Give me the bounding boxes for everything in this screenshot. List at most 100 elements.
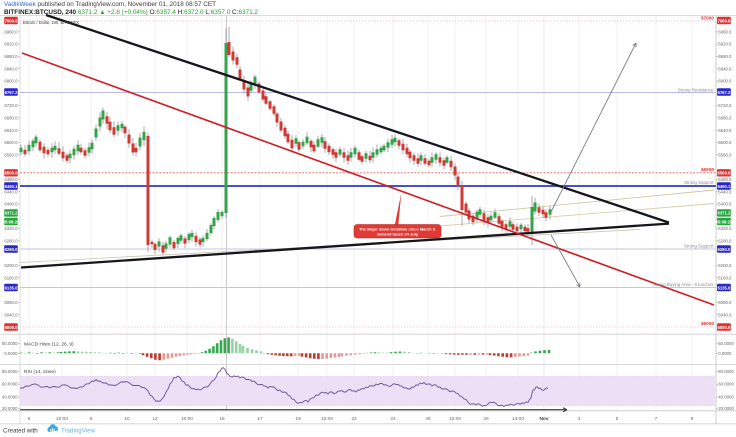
svg-text:9: 9 <box>691 416 694 422</box>
svg-text:6480.0: 6480.0 <box>4 177 18 182</box>
svg-text:6000.0: 6000.0 <box>717 325 730 330</box>
svg-text:6800.0: 6800.0 <box>718 79 732 84</box>
svg-text:6920.0: 6920.0 <box>4 42 18 47</box>
svg-text:17: 17 <box>257 416 263 422</box>
svg-text:10:00: 10:00 <box>449 416 461 422</box>
svg-text:Strong Resistance: Strong Resistance <box>678 87 714 92</box>
svg-text:6400.0: 6400.0 <box>718 202 732 207</box>
svg-text:19: 19 <box>295 416 301 422</box>
svg-text:05:08:28: 05:08:28 <box>716 219 733 224</box>
svg-text:TradingView: TradingView <box>61 427 96 434</box>
svg-text:10:00: 10:00 <box>321 416 333 422</box>
svg-text:6320.0: 6320.0 <box>4 226 18 231</box>
svg-text:3: 3 <box>578 416 581 422</box>
svg-text:6320.0: 6320.0 <box>718 226 732 231</box>
svg-text:6560.0: 6560.0 <box>4 152 18 157</box>
svg-text:6371.2: 6371.2 <box>5 211 18 216</box>
svg-text:6840.0: 6840.0 <box>4 66 18 71</box>
svg-text:6371.2: 6371.2 <box>717 211 730 216</box>
svg-text:Bitcoin / Dollar, 240, BITFINE: Bitcoin / Dollar, 240, BITFINEX <box>23 20 79 25</box>
svg-text:6680.0: 6680.0 <box>718 116 732 121</box>
svg-text:6840.0: 6840.0 <box>718 66 732 71</box>
svg-text:26: 26 <box>425 416 431 422</box>
svg-text:40.0000: 40.0000 <box>718 395 734 400</box>
svg-text:$6000: $6000 <box>701 321 714 326</box>
svg-text:The Major down trendline since: The Major down trendline since March 9. <box>359 226 436 231</box>
svg-text:6: 6 <box>28 416 31 422</box>
svg-text:6200.0: 6200.0 <box>718 263 732 268</box>
svg-text:6640.0: 6640.0 <box>718 128 732 133</box>
svg-text:20.0000: 20.0000 <box>718 406 734 411</box>
svg-text:6440.0: 6440.0 <box>4 189 18 194</box>
svg-text:6960.0: 6960.0 <box>718 29 732 34</box>
svg-text:6280.0: 6280.0 <box>718 239 732 244</box>
svg-text:6720.0: 6720.0 <box>4 103 18 108</box>
svg-text:14:00: 14:00 <box>512 416 524 422</box>
svg-text:50.0000: 50.0000 <box>2 341 18 346</box>
svg-text:6160.0: 6160.0 <box>4 275 18 280</box>
svg-text:$6500: $6500 <box>701 167 714 172</box>
svg-text:6560.0: 6560.0 <box>718 152 732 157</box>
svg-text:6640.0: 6640.0 <box>4 128 18 133</box>
svg-text:6920.0: 6920.0 <box>718 42 732 47</box>
svg-text:6135.0: 6135.0 <box>717 285 730 290</box>
svg-text:7000.0: 7000.0 <box>5 18 18 23</box>
svg-text:6767.2: 6767.2 <box>717 90 730 95</box>
svg-text:6880.0: 6880.0 <box>718 54 732 59</box>
svg-text:6960.0: 6960.0 <box>4 29 18 34</box>
svg-text:6767.2: 6767.2 <box>5 90 18 95</box>
svg-text:6600.0: 6600.0 <box>4 140 18 145</box>
svg-text:20.0000: 20.0000 <box>2 406 18 411</box>
svg-text:6680.0: 6680.0 <box>4 116 18 121</box>
svg-text:6200.0: 6200.0 <box>4 263 18 268</box>
svg-text:Nov: Nov <box>539 416 548 422</box>
svg-text:6500.0: 6500.0 <box>717 171 730 176</box>
svg-text:6440.0: 6440.0 <box>718 189 732 194</box>
svg-text:6260.0: 6260.0 <box>5 247 18 252</box>
svg-text:Strong Buying Area - 6 touches: Strong Buying Area - 6 touches <box>653 282 715 287</box>
svg-text:Created with: Created with <box>3 427 38 434</box>
svg-text:80.0000: 80.0000 <box>718 369 734 374</box>
svg-text:6000.0: 6000.0 <box>5 325 18 330</box>
svg-text:6280.0: 6280.0 <box>4 239 18 244</box>
svg-text:6500.0: 6500.0 <box>5 171 18 176</box>
svg-text:6480.0: 6480.0 <box>718 177 732 182</box>
svg-text:12: 12 <box>152 416 158 422</box>
svg-text:6080.0: 6080.0 <box>718 300 732 305</box>
svg-text:0.0000: 0.0000 <box>718 351 732 356</box>
svg-text:29: 29 <box>483 416 489 422</box>
svg-text:10:00: 10:00 <box>181 416 193 422</box>
svg-text:8: 8 <box>90 416 93 422</box>
svg-text:80.0000: 80.0000 <box>2 369 18 374</box>
svg-text:60.0000: 60.0000 <box>2 382 18 387</box>
svg-text:0.0000: 0.0000 <box>4 351 18 356</box>
svg-text:6460.1: 6460.1 <box>717 184 730 189</box>
svg-text:16: 16 <box>219 416 225 422</box>
svg-text:05:08:28: 05:08:28 <box>3 219 20 224</box>
svg-text:RSI (14, close): RSI (14, close) <box>24 369 56 375</box>
svg-text:40.0000: 40.0000 <box>2 395 18 400</box>
svg-text:10:00: 10:00 <box>56 416 68 422</box>
svg-text:6460.1: 6460.1 <box>5 184 18 189</box>
svg-text:6135.0: 6135.0 <box>5 285 18 290</box>
svg-text:22: 22 <box>351 416 357 422</box>
svg-text:6080.0: 6080.0 <box>4 300 18 305</box>
svg-text:Second touch 24 July: Second touch 24 July <box>377 231 419 236</box>
svg-text:6260.0: 6260.0 <box>717 247 730 252</box>
svg-text:6160.0: 6160.0 <box>718 275 732 280</box>
svg-text:Strong Support: Strong Support <box>684 180 714 185</box>
svg-text:6040.0: 6040.0 <box>718 312 732 317</box>
svg-text:10: 10 <box>124 416 130 422</box>
svg-text:6880.0: 6880.0 <box>4 54 18 59</box>
svg-text:24: 24 <box>390 416 396 422</box>
svg-text:5: 5 <box>616 416 619 422</box>
svg-text:7: 7 <box>655 416 658 422</box>
svg-text:7000.0: 7000.0 <box>717 18 730 23</box>
svg-text:6800.0: 6800.0 <box>4 79 18 84</box>
svg-text:6600.0: 6600.0 <box>718 140 732 145</box>
svg-text:50.0000: 50.0000 <box>718 341 734 346</box>
svg-text:MACD Histo (12, 26, 9): MACD Histo (12, 26, 9) <box>24 341 74 347</box>
svg-text:6040.0: 6040.0 <box>4 312 18 317</box>
svg-text:$7000: $7000 <box>701 16 714 21</box>
svg-text:6400.0: 6400.0 <box>4 202 18 207</box>
